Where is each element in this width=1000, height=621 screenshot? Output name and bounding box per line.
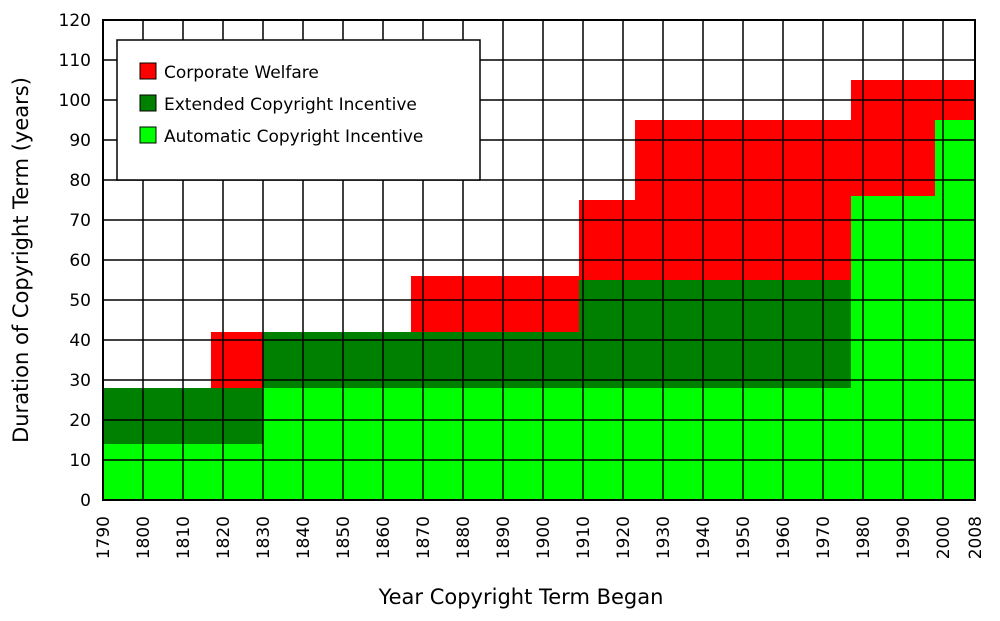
bar-segment-1-2 [579, 280, 851, 388]
bar-segment-0-1 [263, 388, 851, 500]
x-tick-label-14: 1930 [654, 516, 674, 559]
y-tick-label-8: 80 [69, 171, 91, 191]
bar-segment-2-1 [411, 276, 579, 332]
legend-label-2: Corporate Welfare [164, 63, 319, 83]
x-tick-label-2: 1810 [174, 516, 194, 559]
x-tick-label-0: 1790 [94, 516, 114, 559]
x-tick-label-11: 1900 [534, 516, 554, 559]
x-tick-label-4: 1830 [254, 516, 274, 559]
legend-label-1: Extended Copyright Incentive [164, 95, 417, 115]
y-tick-label-7: 70 [69, 211, 91, 231]
bar-segment-2-2 [579, 200, 635, 280]
y-tick-label-11: 110 [59, 51, 91, 71]
x-tick-label-6: 1850 [334, 516, 354, 559]
x-tick-label-8: 1870 [414, 516, 434, 559]
x-tick-label-22: 2008 [966, 516, 986, 559]
y-tick-label-4: 40 [69, 331, 91, 351]
x-tick-label-18: 1970 [814, 516, 834, 559]
y-tick-label-1: 10 [69, 451, 91, 471]
x-tick-labels: 1790 1800 1810 1820 1830 1840 1850 1860 1870 1880… [94, 516, 986, 559]
y-tick-label-5: 50 [69, 291, 91, 311]
x-tick-label-21: 2000 [934, 516, 954, 559]
y-tick-label-6: 60 [69, 251, 91, 271]
y-tick-label-2: 20 [69, 411, 91, 431]
y-tick-label-9: 90 [69, 131, 91, 151]
x-tick-label-15: 1940 [694, 516, 714, 559]
legend-swatch-0 [139, 126, 157, 144]
x-tick-label-7: 1860 [374, 516, 394, 559]
bar-segment-1-1 [263, 332, 579, 388]
legend: Corporate Welfare Extended Copyright Ince… [116, 39, 481, 181]
legend-box [116, 39, 481, 181]
x-tick-label-3: 1820 [214, 516, 234, 559]
legend-label-0: Automatic Copyright Incentive [164, 127, 423, 147]
bar-segment-0-3 [935, 120, 975, 500]
y-axis-title: Duration of Copyright Term (years) [9, 77, 33, 443]
bar-segment-0-2 [851, 196, 935, 500]
y-tick-label-12: 120 [59, 11, 91, 31]
y-tick-label-10: 100 [59, 91, 91, 111]
y-tick-label-3: 30 [69, 371, 91, 391]
x-tick-label-10: 1890 [494, 516, 514, 559]
y-tick-labels: 0 10 20 30 40 50 60 70 80 90 100 110 120 [59, 11, 91, 511]
x-tick-label-17: 1960 [774, 516, 794, 559]
x-tick-label-5: 1840 [294, 516, 314, 559]
x-axis-title: Year Copyright Term Began [378, 585, 664, 609]
x-tick-label-12: 1910 [574, 516, 594, 559]
x-tick-label-13: 1920 [614, 516, 634, 559]
x-tick-label-19: 1980 [854, 516, 874, 559]
bar-segment-2-0 [211, 332, 263, 388]
plot-frame [102, 19, 976, 501]
legend-swatch-2 [139, 62, 157, 80]
x-tick-label-1: 1800 [134, 516, 154, 559]
legend-swatch-1 [139, 94, 157, 112]
x-tick-label-9: 1880 [454, 516, 474, 559]
x-tick-label-16: 1950 [734, 516, 754, 559]
x-tick-label-20: 1990 [894, 516, 914, 559]
y-tick-label-0: 0 [80, 491, 91, 511]
